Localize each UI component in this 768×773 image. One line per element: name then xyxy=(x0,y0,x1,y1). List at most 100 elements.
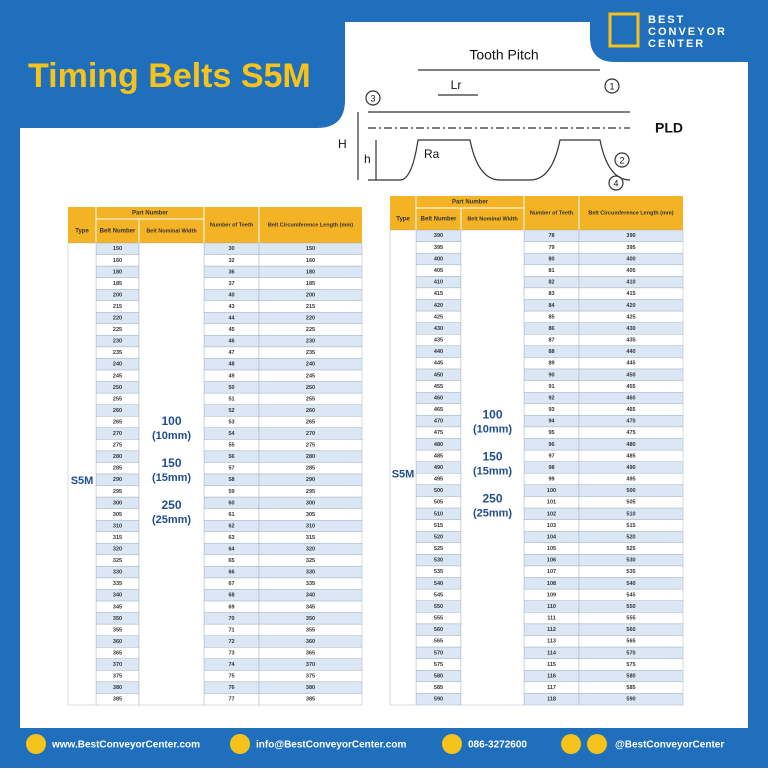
cell-value: 435 xyxy=(434,338,443,344)
phone-icon xyxy=(442,734,462,754)
cell-value: 575 xyxy=(626,662,635,668)
label: H xyxy=(338,137,347,151)
cell-value: 480 xyxy=(626,442,635,448)
cell-value: 370 xyxy=(113,662,122,668)
cell-value: 102 xyxy=(547,511,556,517)
callout-num: 4 xyxy=(613,178,618,188)
cell-value: 435 xyxy=(626,338,635,344)
cell-value: 180 xyxy=(306,269,315,275)
cell-value: 54 xyxy=(228,431,235,437)
cell-value: 245 xyxy=(306,373,315,379)
cell-value: 285 xyxy=(113,466,122,472)
cell-value: 590 xyxy=(434,697,443,703)
cell-value: 325 xyxy=(306,558,315,564)
title-block xyxy=(0,0,345,128)
cell-value: 98 xyxy=(548,465,554,471)
header-cell: Part Number xyxy=(452,200,489,206)
table-cell xyxy=(258,693,363,706)
header-cell: Type xyxy=(75,229,89,235)
cell-value: 240 xyxy=(113,362,122,368)
email[interactable]: info@BestConveyorCenter.com xyxy=(256,740,406,751)
cell-value: 67 xyxy=(228,581,234,587)
label: Tooth Pitch xyxy=(469,47,538,63)
cell-value: 68 xyxy=(228,593,234,599)
cell-value: 540 xyxy=(626,581,635,587)
social[interactable]: @BestConveyorCenter xyxy=(615,740,724,751)
title: Timing Belts S5M xyxy=(28,57,311,95)
header-cell: Number of Teeth xyxy=(210,222,254,228)
cell-value: 52 xyxy=(228,408,234,414)
cell-value: 82 xyxy=(548,280,554,286)
phone[interactable]: 086-3272600 xyxy=(468,740,527,751)
cell-value: 505 xyxy=(626,500,635,506)
cell-value: 475 xyxy=(626,430,635,436)
cell-value: 48 xyxy=(228,362,234,368)
cell-value: 200 xyxy=(113,292,122,298)
cell-value: 104 xyxy=(547,534,557,540)
cell-value: 590 xyxy=(626,697,635,703)
label: PLD xyxy=(655,120,683,136)
cell-value: 540 xyxy=(434,581,443,587)
cell-value: 305 xyxy=(113,512,122,518)
header-cell: Number of Teeth xyxy=(530,210,574,216)
type: S5M xyxy=(392,468,415,480)
cell-value: 91 xyxy=(548,384,554,390)
cell-value: 300 xyxy=(113,500,122,506)
line-icon[interactable] xyxy=(587,734,607,754)
cell-value: 505 xyxy=(434,500,443,506)
logo-text: CONVEYOR xyxy=(648,26,727,38)
cell-value: 93 xyxy=(548,407,554,413)
cell-value: 445 xyxy=(626,361,635,367)
cell-value: 235 xyxy=(306,350,315,356)
cell-value: 99 xyxy=(548,477,554,483)
cell-value: 118 xyxy=(547,697,556,703)
cell-value: 365 xyxy=(306,650,315,656)
cell-value: 74 xyxy=(228,662,235,668)
cell-value: 96 xyxy=(548,442,554,448)
cell-value: 56 xyxy=(228,454,234,460)
cell-value: 295 xyxy=(306,489,315,495)
cell-value: 270 xyxy=(113,431,122,437)
cell-value: 285 xyxy=(306,466,315,472)
cell-value: 430 xyxy=(434,326,443,332)
cell-value: 200 xyxy=(306,292,315,298)
cell-value: 53 xyxy=(228,419,234,425)
cell-value: 97 xyxy=(548,453,554,459)
cell-value: 260 xyxy=(306,408,315,414)
width-mm: (10mm) xyxy=(473,423,512,435)
cell-value: 275 xyxy=(113,443,122,449)
cell-value: 85 xyxy=(548,314,554,320)
cell-value: 280 xyxy=(113,454,122,460)
cell-value: 460 xyxy=(434,395,443,401)
table-header xyxy=(390,196,683,230)
callout-num: 1 xyxy=(609,81,614,91)
cell-value: 30 xyxy=(228,246,234,252)
cell-value: 570 xyxy=(626,650,635,656)
header-cell: Belt Number xyxy=(100,229,136,235)
cell-value: 117 xyxy=(547,685,556,691)
cell-value: 445 xyxy=(434,361,443,367)
cell-value: 61 xyxy=(228,512,234,518)
cell-value: 230 xyxy=(113,339,122,345)
cell-value: 500 xyxy=(626,488,635,494)
cell-value: 535 xyxy=(434,569,443,575)
cell-value: 525 xyxy=(434,546,443,552)
cell-value: 225 xyxy=(306,327,315,333)
cell-value: 395 xyxy=(626,245,635,251)
cell-value: 270 xyxy=(306,431,315,437)
website[interactable]: www.BestConveyorCenter.com xyxy=(51,740,200,751)
cell-value: 535 xyxy=(626,569,635,575)
width-cell xyxy=(138,242,205,706)
facebook-icon[interactable] xyxy=(561,734,581,754)
cell-value: 510 xyxy=(434,511,443,517)
cell-value: 390 xyxy=(434,233,443,239)
cell-value: 320 xyxy=(113,547,122,553)
cell-value: 300 xyxy=(306,500,315,506)
cell-value: 101 xyxy=(547,500,556,506)
cell-value: 255 xyxy=(306,396,315,402)
cell-value: 485 xyxy=(626,453,635,459)
cell-value: 265 xyxy=(306,419,315,425)
cell-value: 94 xyxy=(548,419,555,425)
cell-value: 45 xyxy=(228,327,234,333)
cell-value: 88 xyxy=(548,349,554,355)
